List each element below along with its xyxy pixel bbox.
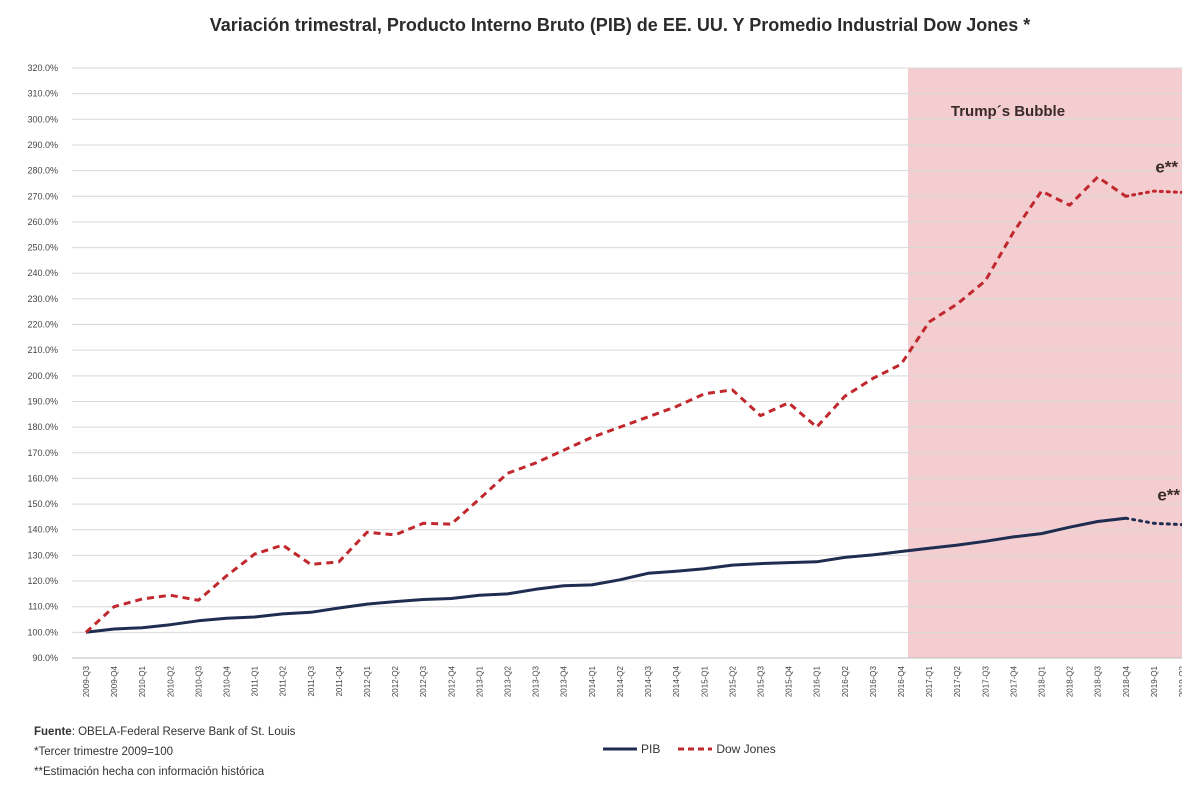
- series-line-pib: [85, 516, 1126, 634]
- x-tick-label: 2017-Q2: [953, 665, 962, 697]
- x-tick-label: 2014-Q3: [644, 665, 653, 697]
- x-tick-label: 2013-Q2: [504, 665, 513, 697]
- x-tick-label: 2016-Q4: [897, 665, 906, 697]
- trump-bubble-label: Trump´s Bubble: [951, 103, 1065, 120]
- series-estimate-pib: [1124, 516, 1182, 527]
- x-tick-label: 2010-Q4: [223, 665, 232, 697]
- legend-item-pib: PIB: [603, 742, 660, 756]
- x-tick-label: 2017-Q3: [981, 665, 990, 697]
- x-tick-label: 2014-Q2: [616, 665, 625, 697]
- y-tick-label: 130.0%: [27, 550, 58, 560]
- x-tick-label: 2013-Q4: [560, 665, 569, 697]
- y-tick-label: 240.0%: [27, 268, 58, 278]
- y-tick-label: 280.0%: [27, 166, 58, 176]
- y-tick-label: 300.0%: [27, 114, 58, 124]
- y-tick-label: 140.0%: [27, 525, 58, 535]
- x-tick-label: 2019-Q2: [1178, 665, 1182, 697]
- chart-legend: PIB Dow Jones: [603, 742, 794, 756]
- x-tick-label: 2017-Q4: [1009, 665, 1018, 697]
- y-tick-label: 150.0%: [27, 499, 58, 509]
- legend-label-pib: PIB: [641, 742, 661, 756]
- dow-jones-estimate-label: e**: [1155, 157, 1178, 176]
- x-tick-label: 2015-Q4: [785, 665, 794, 697]
- y-tick-label: 170.0%: [27, 448, 58, 458]
- legend-label-dow-jones: Dow Jones: [716, 742, 776, 756]
- y-tick-label: 100.0%: [27, 627, 58, 637]
- x-tick-label: 2009-Q4: [110, 665, 119, 697]
- x-tick-label: 2011-Q3: [307, 665, 316, 696]
- x-tick-label: 2014-Q1: [588, 665, 597, 697]
- x-tick-label: 2012-Q4: [447, 665, 456, 697]
- y-tick-label: 250.0%: [27, 243, 58, 253]
- y-tick-label: 320.0%: [27, 63, 58, 73]
- x-tick-label: 2018-Q1: [1037, 665, 1046, 697]
- x-tick-label: 2018-Q4: [1122, 665, 1131, 697]
- grid-lines: [72, 67, 1182, 659]
- y-tick-label: 110.0%: [28, 602, 58, 612]
- source-note: Fuente: OBELA-Federal Reserve Bank of St…: [34, 722, 295, 742]
- source-text: : OBELA-Federal Reserve Bank of St. Loui…: [71, 726, 296, 738]
- y-axis-ticks: 90.0% 100.0% 110.0% 120.0% 130.0% 140.0% 150.0…: [27, 63, 58, 663]
- y-tick-label: 220.0%: [27, 320, 58, 330]
- chart-title: Variación trimestral, Producto Interno B…: [209, 15, 1031, 35]
- x-tick-label: 2010-Q2: [166, 665, 175, 697]
- y-tick-label: 90.0%: [32, 653, 58, 663]
- x-tick-label: 2013-Q3: [532, 665, 541, 697]
- y-tick-label: 210.0%: [27, 345, 58, 355]
- x-axis-ticks: 2009-Q3 2009-Q4 2010-Q1 2010-Q2 2010-Q3 2010-…: [82, 665, 1182, 697]
- x-tick-label: 2017-Q1: [925, 665, 934, 697]
- x-tick-label: 2015-Q3: [756, 665, 765, 697]
- x-tick-label: 2016-Q3: [869, 665, 878, 697]
- x-tick-label: 2012-Q1: [363, 665, 372, 697]
- y-tick-label: 270.0%: [27, 191, 58, 201]
- y-tick-label: 310.0%: [27, 89, 58, 99]
- y-tick-label: 290.0%: [27, 140, 58, 150]
- legend-item-dow-jones: Dow Jones: [678, 742, 776, 756]
- estimate-note: **Estimación hecha con información histó…: [34, 766, 265, 778]
- source-label: Fuente: [34, 726, 72, 738]
- y-tick-label: 200.0%: [27, 371, 58, 381]
- x-tick-label: 2016-Q1: [813, 665, 822, 697]
- legend-swatch-pib: [603, 747, 637, 751]
- pib-estimate-label: e**: [1157, 486, 1180, 505]
- x-tick-label: 2015-Q2: [728, 665, 737, 697]
- chart-notes: Fuente: OBELA-Federal Reserve Bank of St…: [34, 722, 295, 782]
- x-tick-label: 2011-Q1: [251, 665, 260, 696]
- x-tick-label: 2018-Q3: [1094, 665, 1103, 697]
- x-tick-label: 2015-Q1: [700, 665, 709, 697]
- x-tick-label: 2018-Q2: [1066, 665, 1075, 697]
- y-tick-label: 260.0%: [27, 217, 58, 227]
- x-tick-label: 2010-Q1: [138, 665, 147, 697]
- x-tick-label: 2016-Q2: [841, 665, 850, 697]
- y-tick-label: 180.0%: [27, 422, 58, 432]
- y-tick-label: 230.0%: [27, 294, 58, 304]
- legend-swatch-dow-jones: [678, 747, 713, 751]
- x-tick-label: 2012-Q2: [391, 665, 400, 697]
- x-tick-label: 2014-Q4: [672, 665, 681, 697]
- trump-bubble-region: [907, 68, 1182, 658]
- x-tick-label: 2011-Q4: [335, 665, 344, 696]
- x-tick-label: 2013-Q1: [475, 665, 484, 697]
- series-line-dow-jones: [84, 175, 1127, 634]
- series-layer: [84, 175, 1182, 634]
- x-tick-label: 2009-Q3: [82, 665, 91, 697]
- y-tick-label: 160.0%: [27, 473, 58, 483]
- y-tick-label: 120.0%: [27, 576, 58, 586]
- x-tick-label: 2010-Q3: [194, 665, 203, 697]
- x-tick-label: 2019-Q1: [1150, 665, 1159, 697]
- x-tick-label: 2011-Q2: [279, 665, 288, 696]
- y-tick-label: 190.0%: [27, 396, 58, 406]
- x-tick-label: 2012-Q3: [419, 665, 428, 697]
- base-note: *Tercer trimestre 2009=100: [34, 746, 174, 758]
- series-estimate-dow-jones: [1124, 189, 1182, 198]
